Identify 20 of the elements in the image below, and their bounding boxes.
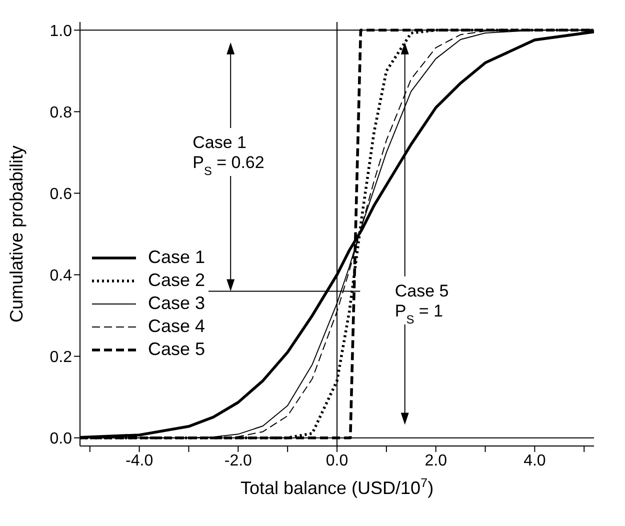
annotation: Case 5 P$_{S}$ = 1 (394, 281, 449, 326)
y-tick-label: 1.0 (50, 22, 72, 40)
annotation: Case 1 P$_{S}$ = 0.62 (192, 133, 264, 178)
legend-label: Case 4 (148, 316, 206, 337)
x-tick-label: -2.0 (224, 452, 252, 470)
y-tick-label: 0.8 (50, 104, 72, 122)
x-tick-label: 0.0 (326, 452, 348, 470)
y-tick-label: 0.0 (50, 430, 72, 448)
y-tick-label: 0.2 (50, 348, 72, 366)
legend-label: Case 2 (148, 270, 206, 291)
x-axis-title: Total balance (USD/10$^{7}$) (240, 476, 434, 498)
x-tick-label: 2.0 (424, 452, 448, 470)
legend-label: Case 1 (148, 247, 206, 268)
legend-label: Case 3 (148, 293, 206, 314)
x-tick-label: -4.0 (126, 452, 154, 470)
legend-label: Case 5 (148, 339, 206, 360)
y-tick-label: 0.4 (50, 267, 72, 284)
y-axis-title: Cumulative probability (6, 145, 26, 323)
x-tick-label: 4.0 (524, 452, 546, 470)
y-tick-label: 0.6 (50, 186, 72, 203)
